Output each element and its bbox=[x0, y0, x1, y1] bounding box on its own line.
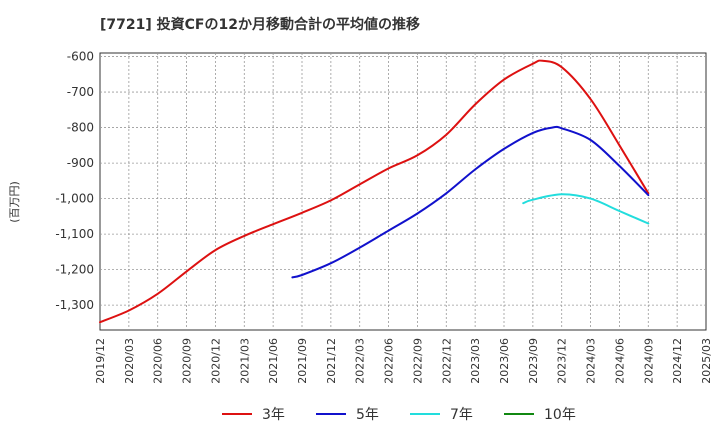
x-tick-label: 2023/12 bbox=[556, 338, 569, 384]
legend-label-5y: 5年 bbox=[356, 407, 379, 423]
x-tick-label: 2021/06 bbox=[267, 338, 280, 384]
x-tick-label: 2019/12 bbox=[94, 338, 107, 384]
y-tick-label: -600 bbox=[67, 50, 94, 64]
legend-swatch-3y bbox=[222, 413, 252, 415]
legend-label-7y: 7年 bbox=[450, 407, 473, 423]
x-tick-label: 2024/12 bbox=[671, 338, 684, 384]
legend-item-5y: 5年 bbox=[316, 402, 379, 426]
x-tick-label: 2020/12 bbox=[209, 338, 222, 384]
legend-swatch-10y bbox=[504, 413, 534, 415]
y-tick-label: -700 bbox=[67, 85, 94, 99]
legend-label-3y: 3年 bbox=[262, 407, 285, 423]
chart-title: [7721] 投資CFの12か月移動合計の平均値の推移 bbox=[100, 17, 420, 33]
y-tick-label: -1,100 bbox=[55, 227, 94, 241]
x-tick-label: 2023/06 bbox=[498, 338, 511, 384]
series-line-2 bbox=[522, 193, 650, 225]
series-line-1 bbox=[291, 125, 650, 279]
x-tick-label: 2022/06 bbox=[383, 338, 396, 384]
legend-label-10y: 10年 bbox=[544, 407, 576, 423]
series-line-0 bbox=[99, 59, 650, 324]
legend-item-3y: 3年 bbox=[222, 402, 285, 426]
x-tick-label: 2023/09 bbox=[527, 338, 540, 384]
y-axis-label: (百万円) bbox=[8, 181, 21, 223]
plot-area bbox=[99, 52, 707, 331]
x-tick-label: 2020/09 bbox=[181, 338, 194, 384]
x-tick-label: 2021/03 bbox=[238, 338, 251, 384]
series-layer bbox=[99, 59, 650, 324]
grid-layer bbox=[99, 52, 707, 331]
x-tick-label: 2022/03 bbox=[354, 338, 367, 384]
y-tick-label: -1,000 bbox=[55, 192, 94, 206]
legend-swatch-5y bbox=[316, 413, 346, 415]
x-tick-label: 2024/03 bbox=[585, 338, 598, 384]
y-tick-label: -1,200 bbox=[55, 263, 94, 277]
y-tick-label: -1,300 bbox=[55, 298, 94, 312]
x-tick-label: 2021/09 bbox=[296, 338, 309, 384]
x-tick-label: 2025/03 bbox=[700, 338, 713, 384]
y-tick-label: -900 bbox=[67, 156, 94, 170]
x-tick-label: 2020/03 bbox=[123, 338, 136, 384]
x-tick-label: 2024/06 bbox=[613, 338, 626, 384]
axis-layer: 2019/12 2020/03 2020/06 2020/09 2020/12 2021/… bbox=[55, 50, 713, 384]
x-tick-label: 2022/09 bbox=[411, 338, 424, 384]
x-tick-label: 2020/06 bbox=[152, 338, 165, 384]
legend-swatch-7y bbox=[410, 413, 440, 415]
legend-item-7y: 7年 bbox=[410, 402, 473, 426]
x-tick-label: 2022/12 bbox=[440, 338, 453, 384]
y-tick-label: -800 bbox=[67, 121, 94, 135]
x-tick-label: 2024/09 bbox=[642, 338, 655, 384]
legend-item-10y: 10年 bbox=[504, 402, 576, 426]
legend: 3年 5年 7年 10年 bbox=[0, 402, 720, 426]
x-tick-label: 2021/12 bbox=[325, 338, 338, 384]
x-tick-label: 2023/03 bbox=[469, 338, 482, 384]
